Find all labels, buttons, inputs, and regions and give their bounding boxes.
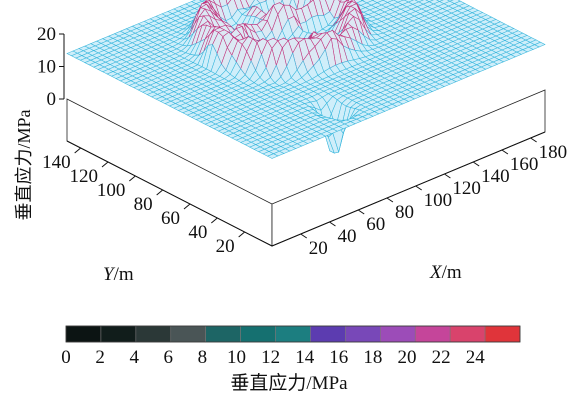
colorbar-tick-label: 14	[295, 347, 315, 368]
x-tick-mark	[329, 222, 335, 226]
colorbar-segment	[415, 326, 450, 342]
x-tick-label: 180	[539, 142, 568, 163]
x-tick-mark	[387, 198, 393, 202]
colorbar-segment	[380, 326, 415, 342]
x-tick-mark	[358, 210, 364, 214]
z-tick-label: 0	[47, 89, 57, 110]
y-axis-label: Y/m	[103, 264, 134, 285]
x-tick-label: 120	[452, 178, 481, 199]
x-tick-label: 80	[395, 202, 414, 223]
colorbar-tick-label: 10	[227, 347, 246, 368]
colorbar-tick-label: 4	[129, 347, 139, 368]
colorbar-tick-label: 18	[363, 347, 382, 368]
z-tick-label: 20	[37, 24, 56, 45]
colorbar-segment	[485, 326, 520, 342]
y-tick-label: 120	[70, 166, 99, 187]
y-tick-label: 40	[188, 222, 207, 243]
y-tick-mark	[239, 232, 245, 237]
y-tick-mark	[102, 162, 108, 167]
x-tick-label: 20	[309, 238, 328, 259]
colorbar-tick-label: 12	[261, 347, 280, 368]
colorbar-tick-label: 20	[398, 347, 417, 368]
colorbar-segment	[101, 326, 136, 342]
colorbar-tick-label: 0	[61, 347, 71, 368]
colorbar-segment	[171, 326, 206, 342]
colorbar-segment	[345, 326, 380, 342]
x-tick-mark	[531, 138, 537, 142]
colorbar-tick-label: 8	[198, 347, 208, 368]
colorbar-segment	[450, 326, 485, 342]
x-tick-mark	[473, 162, 479, 166]
colorbar-label: 垂直应力/MPa	[230, 372, 348, 394]
colorbar-tick-label: 6	[164, 347, 174, 368]
colorbar-segment	[276, 326, 311, 342]
y-tick-mark	[129, 176, 135, 181]
x-tick-mark	[502, 150, 508, 154]
x-axis-label: X/m	[429, 262, 462, 283]
y-tick-mark	[184, 204, 190, 209]
y-tick-label: 80	[134, 194, 153, 215]
colorbar-segment	[206, 326, 241, 342]
z-axis-label: 垂直应力/MPa	[14, 109, 34, 220]
y-tick-label: 60	[161, 208, 180, 229]
colorbar-tick-label: 16	[329, 347, 348, 368]
colorbar-segment	[310, 326, 345, 342]
x-tick-mark	[416, 186, 422, 190]
x-tick-label: 60	[366, 214, 385, 235]
colorbar-segment	[66, 326, 101, 342]
y-tick-label: 100	[97, 180, 126, 201]
y-tick-label: 140	[42, 152, 71, 173]
colorbar-tick-label: 24	[466, 347, 486, 368]
z-tick-label: 10	[37, 57, 56, 78]
colorbar-segment	[241, 326, 276, 342]
colorbar-segment	[136, 326, 171, 342]
colorbar-tick-label: 2	[95, 347, 105, 368]
colorbar-tick-label: 22	[432, 347, 451, 368]
y-tick-mark	[211, 218, 217, 223]
y-tick-mark	[157, 190, 163, 195]
x-tick-mark	[444, 174, 450, 178]
x-tick-label: 40	[337, 226, 356, 247]
x-tick-mark	[301, 234, 307, 238]
x-tick-label: 100	[424, 190, 453, 211]
x-tick-label: 140	[481, 166, 510, 187]
y-tick-label: 20	[216, 236, 235, 257]
y-tick-mark	[75, 148, 81, 153]
x-tick-label: 160	[510, 154, 539, 175]
